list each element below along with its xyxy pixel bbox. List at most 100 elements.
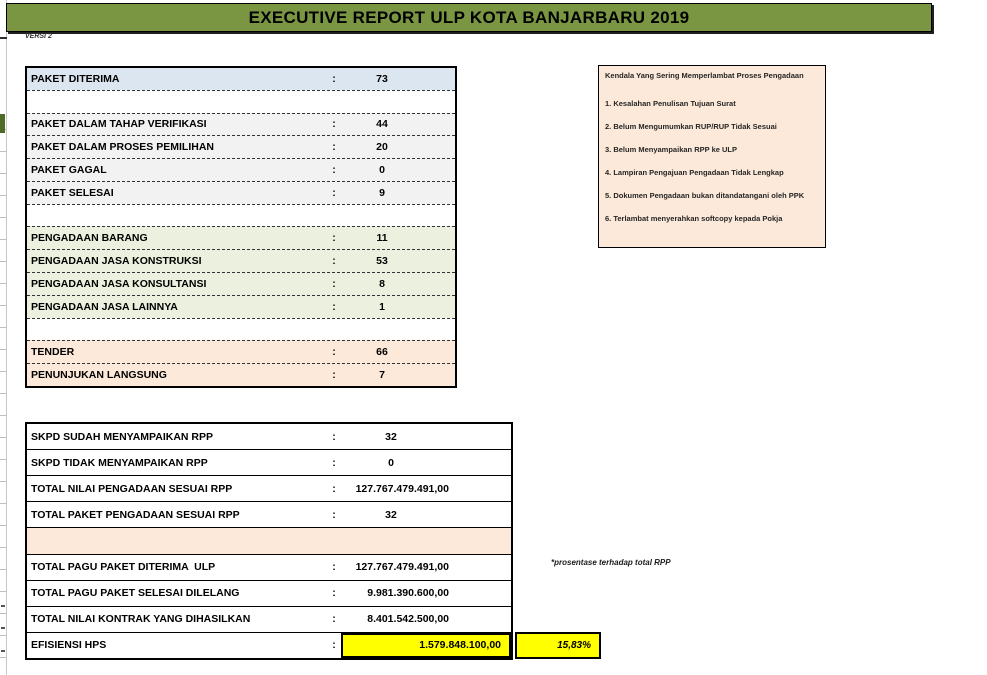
row-label: PAKET DALAM PROSES PEMILIHAN bbox=[31, 141, 214, 154]
row-value[interactable]: 32 bbox=[385, 508, 397, 521]
row-colon: : bbox=[332, 639, 336, 652]
constraints-title: Kendala Yang Sering Memperlambat Proses … bbox=[605, 70, 804, 80]
table-row-paket-diterima[interactable]: PAKET DITERIMA : 73 bbox=[27, 68, 455, 90]
row-value[interactable]: 44 bbox=[376, 118, 388, 131]
row-colon: : bbox=[332, 300, 336, 313]
row-colon: : bbox=[332, 277, 336, 290]
row-colon: : bbox=[332, 346, 336, 359]
clipped-border-fragment bbox=[0, 37, 7, 39]
version-note: VERSI 2 bbox=[25, 33, 52, 40]
row-label: TENDER bbox=[31, 346, 75, 359]
table-row-empty[interactable] bbox=[27, 203, 455, 227]
row-value[interactable]: 8 bbox=[379, 277, 385, 290]
efficiency-percent-cell[interactable]: 15,83% bbox=[515, 632, 601, 659]
row-value[interactable]: 127.767.479.491,00 bbox=[355, 482, 449, 495]
row-value[interactable]: 53 bbox=[376, 255, 388, 268]
row-colon: : bbox=[332, 118, 336, 131]
clipped-text-fragment bbox=[1, 605, 5, 607]
table-row-proses-pemilihan[interactable]: PAKET DALAM PROSES PEMILIHAN : 20 bbox=[27, 135, 455, 159]
clipped-cell-fragment bbox=[0, 114, 5, 133]
row-value[interactable]: 20 bbox=[376, 141, 388, 154]
constraint-item: 2. Belum Mengumumkan RUP/RUP Tidak Sesua… bbox=[605, 122, 777, 131]
constraint-item: 6. Terlambat menyerahkan softcopy kepada… bbox=[605, 214, 783, 223]
row-value[interactable]: 73 bbox=[376, 72, 388, 85]
row-colon: : bbox=[332, 482, 336, 495]
table-row-pengadaan-barang[interactable]: PENGADAAN BARANG : 11 bbox=[27, 226, 455, 250]
table-row-efisiensi-hps[interactable]: EFISIENSI HPS : 1.579.848.100,00 bbox=[27, 631, 511, 658]
table-row-skpd-tidak[interactable]: SKPD TIDAK MENYAMPAIKAN RPP : 0 bbox=[27, 449, 511, 475]
constraint-item: 5. Dokumen Pengadaan bukan ditandatangan… bbox=[605, 191, 805, 200]
table-row-empty[interactable] bbox=[27, 527, 511, 554]
row-colon: : bbox=[332, 369, 336, 382]
table-row-paket-selesai[interactable]: PAKET SELESAI : 9 bbox=[27, 180, 455, 204]
table-row-empty[interactable] bbox=[27, 89, 455, 113]
constraints-note-box: Kendala Yang Sering Memperlambat Proses … bbox=[598, 65, 826, 248]
row-value[interactable]: 66 bbox=[376, 346, 388, 359]
table-row-tender[interactable]: TENDER : 66 bbox=[27, 340, 455, 364]
table-row-jasa-konsultansi[interactable]: PENGADAAN JASA KONSULTANSI : 8 bbox=[27, 272, 455, 295]
row-value[interactable]: 9 bbox=[379, 186, 385, 199]
row-label: PENGADAAN JASA LAINNYA bbox=[31, 300, 178, 313]
row-label: PENGADAAN JASA KONSTRUKSI bbox=[31, 255, 202, 268]
row-value[interactable]: 127.767.479.491,00 bbox=[355, 561, 449, 574]
row-value[interactable]: 11 bbox=[376, 232, 388, 245]
row-label: TOTAL PAKET PENGADAAN SESUAI RPP bbox=[31, 508, 240, 521]
constraint-item: 3. Belum Menyampaikan RPP ke ULP bbox=[605, 145, 737, 154]
row-label: PENGADAAN JASA KONSULTANSI bbox=[31, 277, 207, 290]
row-colon: : bbox=[332, 232, 336, 245]
row-colon: : bbox=[332, 186, 336, 199]
row-label: PAKET DALAM TAHAP VERIFIKASI bbox=[31, 118, 207, 131]
rpp-footnote: *prosentase terhadap total RPP bbox=[551, 558, 671, 567]
table-row-tahap-verifikasi[interactable]: PAKET DALAM TAHAP VERIFIKASI : 44 bbox=[27, 112, 455, 136]
row-label: TOTAL NILAI PENGADAAN SESUAI RPP bbox=[31, 482, 233, 495]
row-colon: : bbox=[332, 613, 336, 626]
row-label: SKPD TIDAK MENYAMPAIKAN RPP bbox=[31, 456, 208, 469]
row-value[interactable]: 1 bbox=[379, 300, 385, 313]
report-title-banner: EXECUTIVE REPORT ULP KOTA BANJARBARU 201… bbox=[6, 3, 932, 32]
table-row-total-nilai-rpp[interactable]: TOTAL NILAI PENGADAAN SESUAI RPP : 127.7… bbox=[27, 475, 511, 501]
row-label: TOTAL NILAI KONTRAK YANG DIHASILKAN bbox=[31, 613, 251, 626]
row-colon: : bbox=[332, 164, 336, 177]
row-value[interactable]: 8.401.542.500,00 bbox=[367, 613, 449, 626]
table-row-skpd-sudah[interactable]: SKPD SUDAH MENYAMPAIKAN RPP : 32 bbox=[27, 424, 511, 449]
row-colon: : bbox=[332, 72, 336, 85]
report-title: EXECUTIVE REPORT ULP KOTA BANJARBARU 201… bbox=[248, 7, 690, 27]
row-label: PAKET DITERIMA bbox=[31, 72, 120, 85]
row-value[interactable]: 7 bbox=[379, 369, 385, 382]
table-row-jasa-lainnya[interactable]: PENGADAAN JASA LAINNYA : 1 bbox=[27, 294, 455, 318]
clipped-text-fragment bbox=[1, 627, 5, 629]
row-colon: : bbox=[332, 508, 336, 521]
table-row-total-paket-rpp[interactable]: TOTAL PAKET PENGADAAN SESUAI RPP : 32 bbox=[27, 501, 511, 527]
row-label: TOTAL PAGU PAKET SELESAI DILELANG bbox=[31, 587, 240, 600]
row-label: EFISIENSI HPS bbox=[31, 639, 107, 652]
row-colon: : bbox=[332, 561, 336, 574]
table-row-empty[interactable] bbox=[27, 317, 455, 341]
row-label: SKPD SUDAH MENYAMPAIKAN RPP bbox=[31, 430, 214, 443]
table-row-jasa-konstruksi[interactable]: PENGADAAN JASA KONSTRUKSI : 53 bbox=[27, 249, 455, 273]
efficiency-value-cell[interactable]: 1.579.848.100,00 bbox=[341, 632, 511, 658]
constraint-item: 4. Lampiran Pengajuan Pengadaan Tidak Le… bbox=[605, 168, 784, 177]
row-label: PENGADAAN BARANG bbox=[31, 232, 148, 245]
clipped-text-fragment bbox=[1, 650, 5, 652]
row-value[interactable]: 9.981.390.600,00 bbox=[367, 587, 449, 600]
table-row-pagu-selesai[interactable]: TOTAL PAGU PAKET SELESAI DILELANG : 9.98… bbox=[27, 579, 511, 606]
row-label: PAKET SELESAI bbox=[31, 186, 114, 199]
row-value[interactable]: 0 bbox=[379, 164, 385, 177]
row-colon: : bbox=[332, 587, 336, 600]
table-row-penunjukan-langsung[interactable]: PENUNJUKAN LANGSUNG : 7 bbox=[27, 363, 455, 386]
table-row-nilai-kontrak[interactable]: TOTAL NILAI KONTRAK YANG DIHASILKAN : 8.… bbox=[27, 605, 511, 632]
row-label: PENUNJUKAN LANGSUNG bbox=[31, 369, 167, 382]
row-colon: : bbox=[332, 141, 336, 154]
package-summary-table: PAKET DITERIMA : 73 PAKET DALAM TAHAP VE… bbox=[25, 66, 457, 388]
table-row-pagu-diterima[interactable]: TOTAL PAGU PAKET DITERIMA ULP : 127.767.… bbox=[27, 553, 511, 580]
row-value[interactable]: 32 bbox=[385, 430, 397, 443]
table-row-paket-gagal[interactable]: PAKET GAGAL : 0 bbox=[27, 158, 455, 181]
row-value[interactable]: 0 bbox=[388, 456, 394, 469]
row-label: TOTAL PAGU PAKET DITERIMA ULP bbox=[31, 561, 216, 574]
clipped-column-edge bbox=[0, 0, 7, 675]
row-label: PAKET GAGAL bbox=[31, 164, 107, 177]
constraint-item: 1. Kesalahan Penulisan Tujuan Surat bbox=[605, 99, 736, 108]
row-colon: : bbox=[332, 255, 336, 268]
row-gridlines bbox=[0, 108, 6, 668]
